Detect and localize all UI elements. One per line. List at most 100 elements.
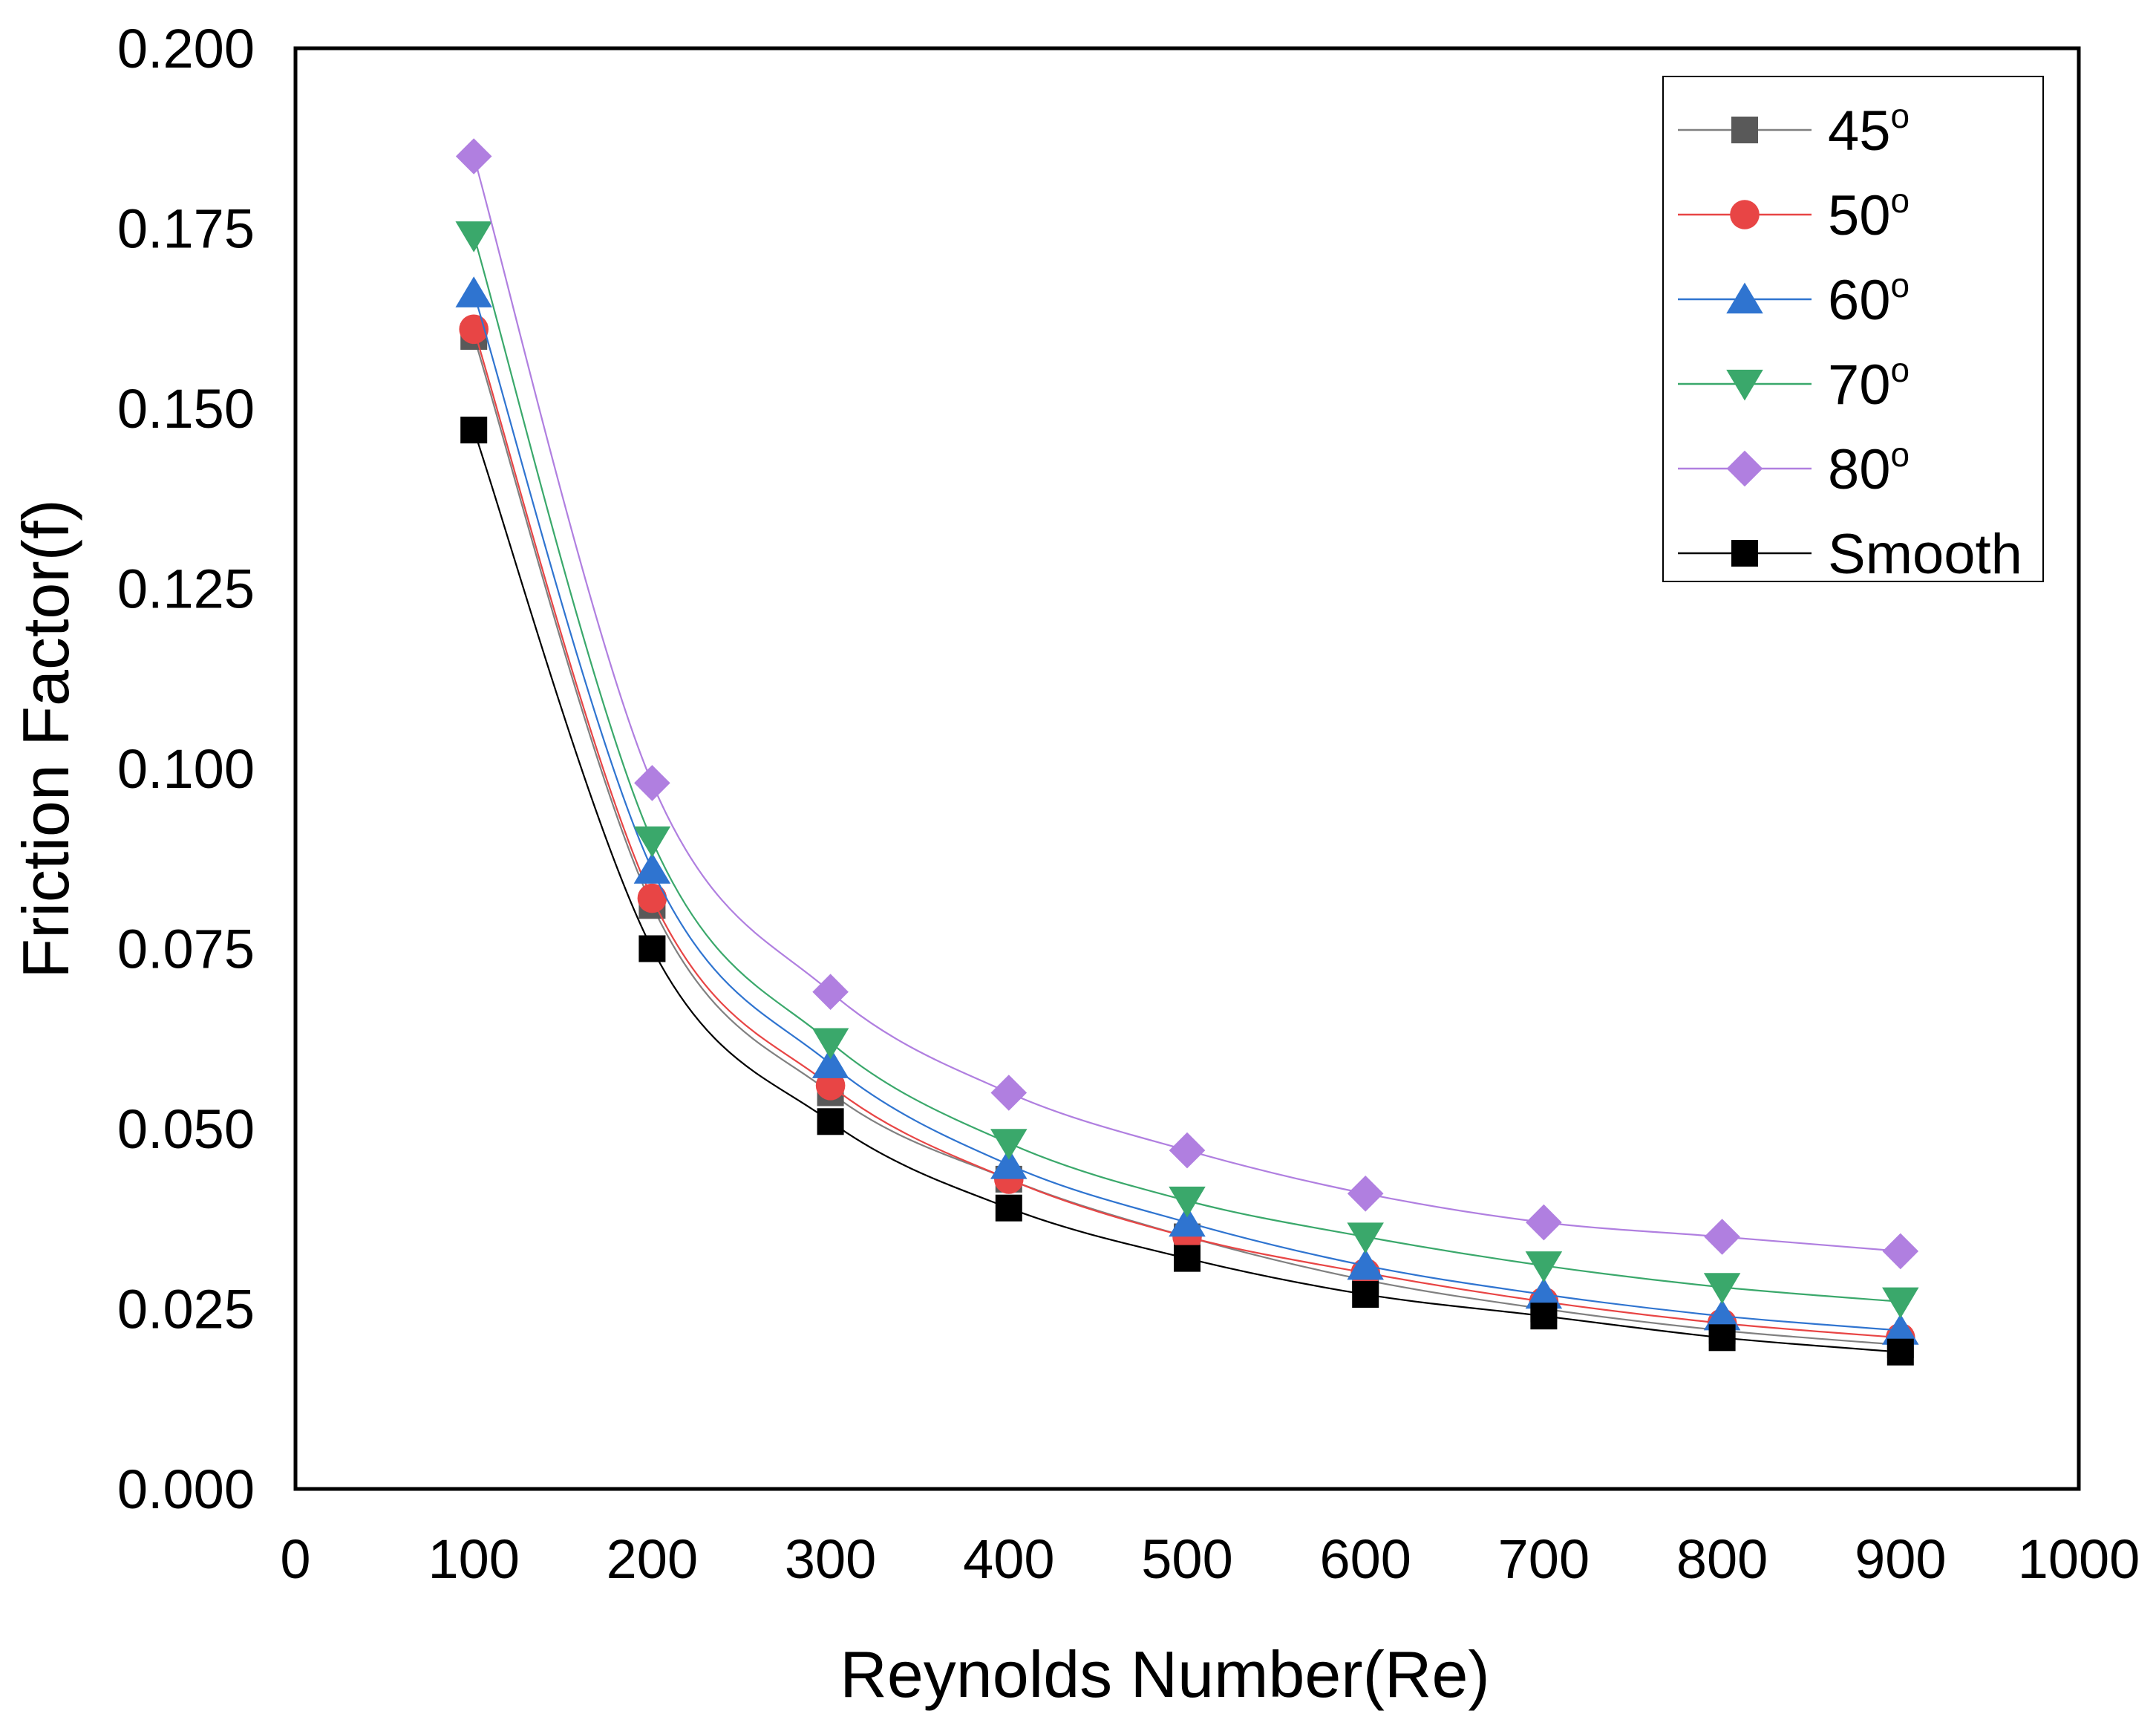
- x-tick-label: 900: [1855, 1528, 1946, 1590]
- y-tick-label: 0.175: [117, 198, 255, 260]
- data-point: [1525, 1277, 1563, 1309]
- series-line: [473, 293, 1901, 1332]
- legend-entry: 60o: [1678, 266, 1910, 332]
- legend-marker: [1731, 540, 1758, 567]
- legend-entry: 80o: [1678, 435, 1910, 501]
- data-point: [455, 276, 492, 307]
- legend-label-text: 50: [1828, 184, 1891, 247]
- legend-marker: [1731, 117, 1758, 143]
- legend-label: Smooth: [1828, 523, 2022, 586]
- x-tick-label: 400: [963, 1528, 1054, 1590]
- y-axis-ticks: 0.000 0.025 0.050 0.075 0.100 0.125 0.150 0.175…: [117, 18, 255, 1520]
- x-tick-label: 100: [428, 1528, 519, 1590]
- data-point: [455, 221, 492, 252]
- y-tick-label: 0.025: [117, 1279, 255, 1340]
- data-point: [634, 765, 670, 801]
- legend-marker: [1730, 200, 1760, 229]
- series-80: [455, 138, 1919, 1270]
- data-point: [1347, 1222, 1384, 1254]
- x-tick-label: 300: [785, 1528, 876, 1590]
- series-line: [473, 328, 1901, 1339]
- data-point: [1882, 1287, 1919, 1319]
- data-point: [995, 1194, 1022, 1222]
- series-60: [455, 276, 1919, 1345]
- data-point: [1352, 1281, 1379, 1308]
- series-70: [455, 221, 1919, 1319]
- legend-label-superscript: o: [1891, 181, 1910, 220]
- data-point: [811, 1047, 849, 1078]
- legend-label-superscript: o: [1891, 266, 1910, 304]
- data-point: [817, 1108, 844, 1135]
- data-point: [812, 974, 849, 1010]
- data-point: [990, 1148, 1028, 1179]
- data-point: [1530, 1303, 1558, 1330]
- legend-entry: 50o: [1678, 181, 1910, 247]
- legend-label-text: 60: [1828, 269, 1891, 332]
- data-point: [1708, 1324, 1736, 1352]
- y-tick-label: 0.100: [117, 738, 255, 800]
- data-point: [1526, 1204, 1562, 1241]
- x-tick-label: 1000: [2018, 1528, 2140, 1590]
- series-smooth: [460, 417, 1914, 1366]
- x-tick-label: 0: [280, 1528, 310, 1590]
- data-point: [1347, 1248, 1384, 1280]
- legend-marker: [1726, 369, 1763, 401]
- data-point: [1882, 1233, 1919, 1270]
- data-point: [455, 138, 492, 175]
- legend-label: 45o: [1828, 97, 1910, 163]
- series-line: [473, 235, 1901, 1303]
- y-tick-label: 0.000: [117, 1458, 255, 1520]
- data-point: [1525, 1251, 1563, 1282]
- legend-label: 70o: [1828, 351, 1910, 417]
- data-point: [815, 1071, 846, 1101]
- y-tick-label: 0.075: [117, 919, 255, 980]
- legend-marker: [1726, 450, 1763, 487]
- data-point: [459, 314, 489, 345]
- legend-label-superscript: o: [1891, 351, 1910, 389]
- data-point: [1704, 1219, 1740, 1255]
- y-tick-label: 0.125: [117, 558, 255, 620]
- series-line: [473, 156, 1901, 1252]
- x-axis-title: Reynolds Number(Re): [840, 1637, 1489, 1711]
- legend-entry: Smooth: [1678, 523, 2022, 586]
- y-tick-label: 0.050: [117, 1098, 255, 1160]
- data-point: [633, 853, 671, 884]
- data-point: [460, 417, 488, 444]
- y-axis-title: Friction Factor(f): [9, 499, 82, 978]
- legend-box: [1662, 76, 2044, 582]
- legend-label-text: 70: [1828, 353, 1891, 417]
- data-point: [1886, 1338, 1914, 1366]
- plot-frame: [293, 46, 2081, 1491]
- legend-entry: 45o: [1678, 97, 1910, 163]
- data-point: [1169, 1205, 1206, 1237]
- data-point: [638, 935, 666, 962]
- x-tick-label: 700: [1498, 1528, 1590, 1590]
- y-tick-label: 0.200: [117, 18, 255, 79]
- legend-label-text: 80: [1828, 438, 1891, 501]
- x-tick-label: 500: [1141, 1528, 1232, 1590]
- data-point: [1703, 1273, 1741, 1304]
- data-point: [1703, 1299, 1741, 1331]
- y-tick-label: 0.150: [117, 378, 255, 440]
- legend-label-text: Smooth: [1828, 523, 2022, 586]
- legend-label-superscript: o: [1891, 97, 1910, 135]
- series-line: [473, 336, 1901, 1346]
- x-tick-label: 800: [1676, 1528, 1768, 1590]
- data-point: [1174, 1245, 1200, 1272]
- x-axis-ticks: 0 100 200 300 400 500 600 700 800 900 1000: [280, 1528, 2140, 1590]
- data-point: [1169, 1186, 1206, 1218]
- series-layer: [455, 138, 1919, 1366]
- legend-marker: [1726, 282, 1763, 314]
- series-line: [473, 429, 1901, 1353]
- legend-label-text: 45: [1828, 100, 1891, 163]
- data-point: [1347, 1176, 1384, 1212]
- x-tick-label: 200: [607, 1528, 698, 1590]
- legend-label: 60o: [1828, 266, 1910, 332]
- x-tick-label: 600: [1319, 1528, 1411, 1590]
- legend-entry: 70o: [1678, 351, 1910, 417]
- legend-label-superscript: o: [1891, 435, 1910, 474]
- data-point: [990, 1075, 1028, 1111]
- data-point: [637, 883, 667, 913]
